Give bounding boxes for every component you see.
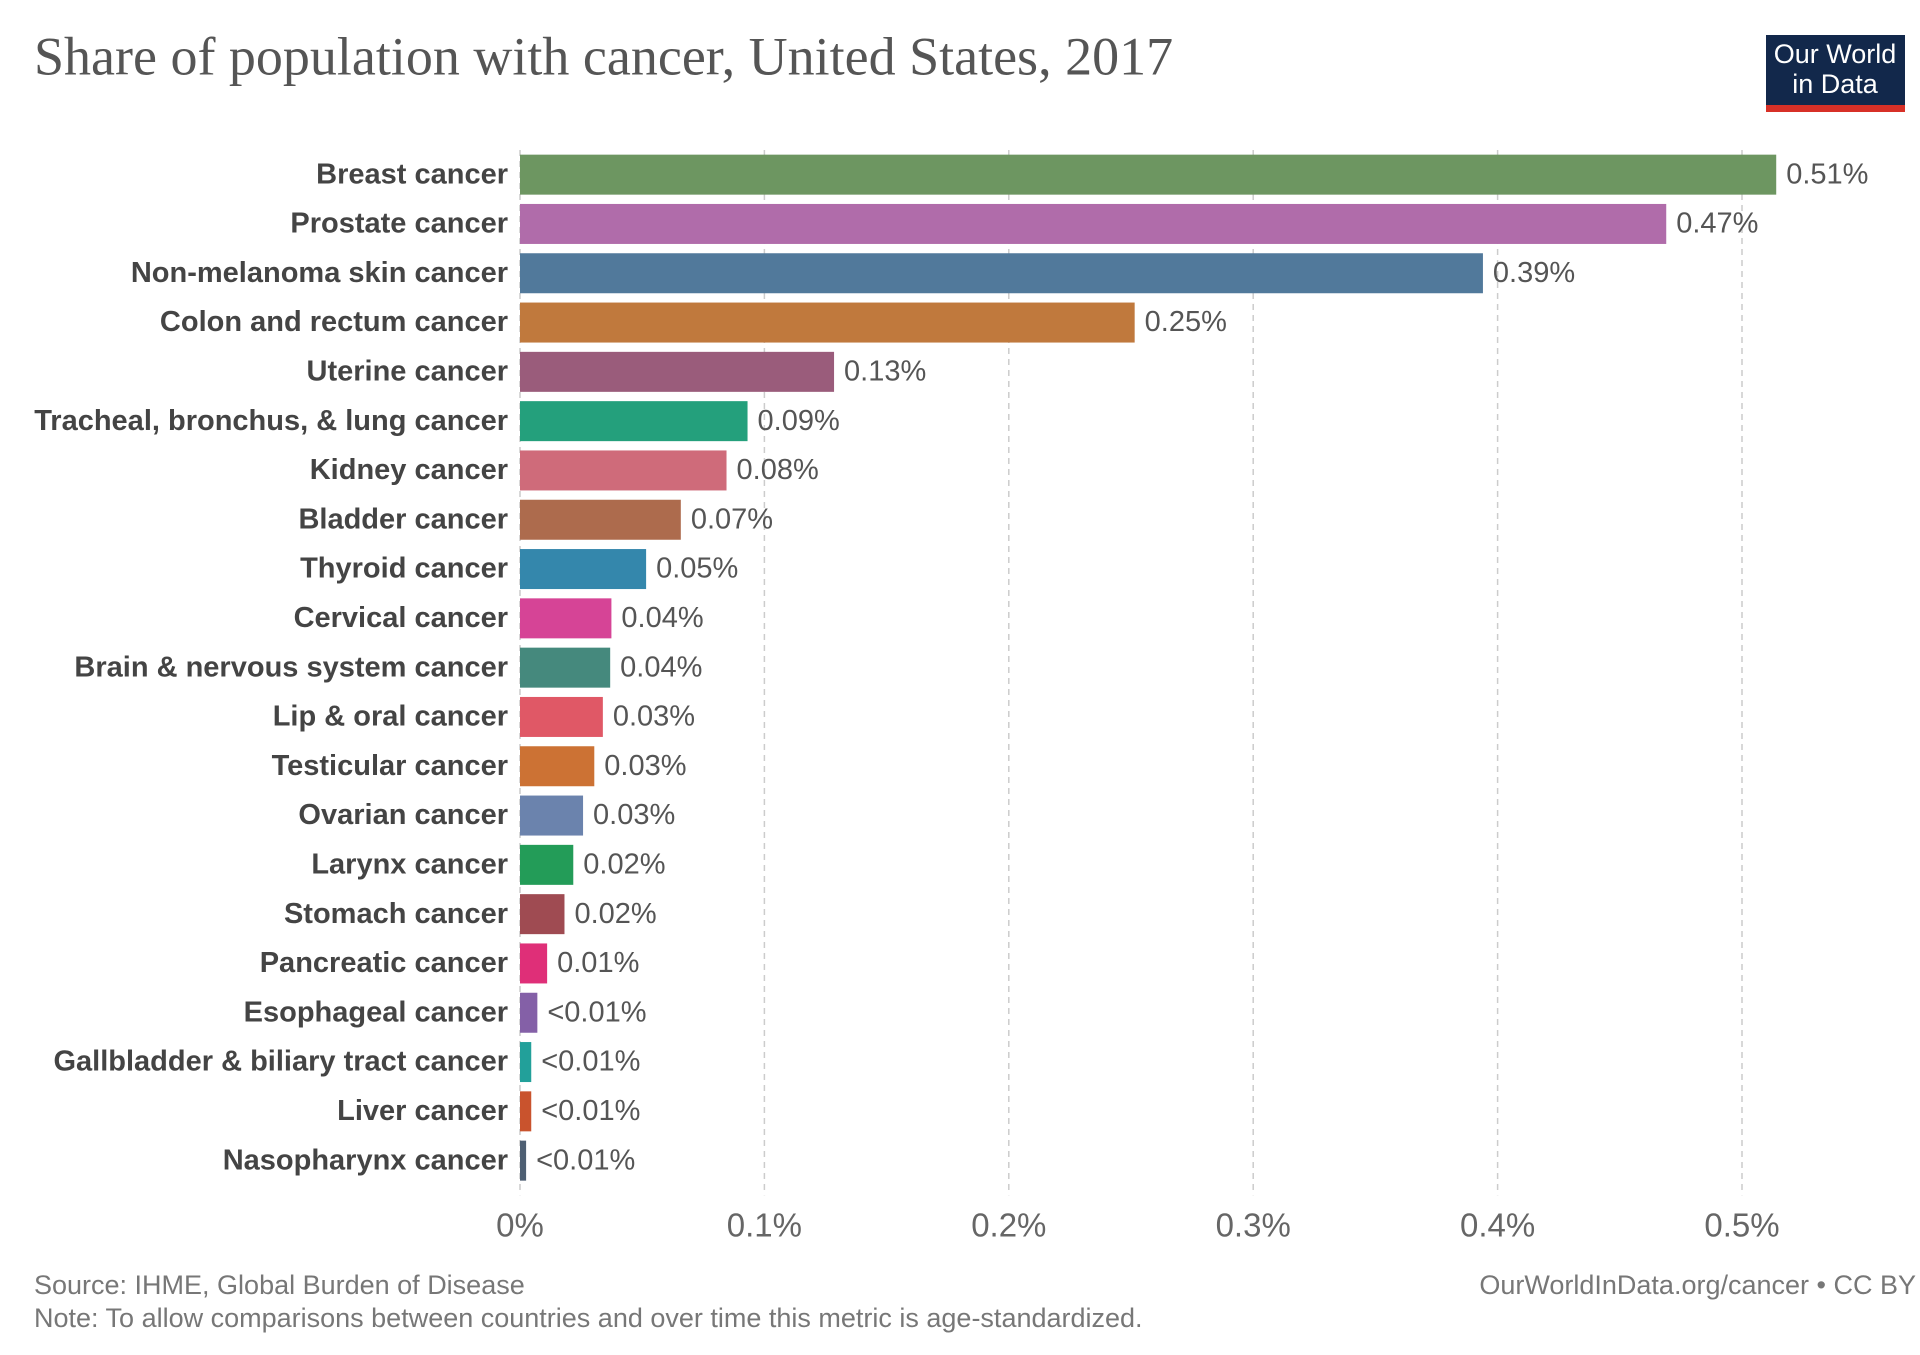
source: Source: IHME, Global Burden of Disease [34, 1270, 525, 1300]
category-label: Kidney cancer [310, 454, 508, 486]
bar [520, 154, 1777, 195]
value-label: <0.01% [547, 996, 646, 1028]
value-label: 0.02% [574, 898, 656, 930]
value-label: 0.03% [604, 750, 686, 782]
value-label: <0.01% [541, 1046, 640, 1078]
bar [520, 401, 748, 442]
bar [520, 894, 565, 935]
bar [520, 943, 548, 984]
value-label: 0.25% [1145, 306, 1227, 338]
value-label: 0.09% [758, 405, 840, 437]
x-tick-label: 0.4% [1460, 1207, 1535, 1244]
value-label: <0.01% [536, 1144, 635, 1176]
category-label: Breast cancer [316, 158, 508, 190]
value-label: 0.03% [613, 701, 695, 733]
bar [520, 795, 584, 836]
category-label: Esophageal cancer [244, 996, 508, 1028]
value-label: 0.03% [593, 799, 675, 831]
category-label: Tracheal, bronchus, & lung cancer [34, 405, 508, 437]
value-label: <0.01% [541, 1095, 640, 1127]
value-label: 0.51% [1786, 158, 1868, 190]
x-tick-label: 0% [496, 1207, 544, 1244]
category-label: Cervical cancer [294, 602, 508, 634]
bar [520, 253, 1483, 294]
x-tick-label: 0.2% [971, 1207, 1046, 1244]
value-label: 0.39% [1493, 257, 1575, 289]
bar [520, 351, 835, 392]
credit: OurWorldInData.org/cancer • CC BY [1479, 1270, 1916, 1300]
category-label: Prostate cancer [290, 208, 508, 240]
bar [520, 1140, 527, 1181]
category-label: Nasopharynx cancer [223, 1144, 508, 1176]
category-label: Bladder cancer [298, 503, 508, 535]
category-label: Stomach cancer [284, 898, 508, 930]
value-label: 0.08% [737, 454, 819, 486]
bar [520, 450, 727, 491]
logo-text: in Data [1792, 69, 1879, 99]
value-label: 0.07% [691, 503, 773, 535]
category-label: Gallbladder & biliary tract cancer [53, 1046, 508, 1078]
x-tick-label: 0.3% [1216, 1207, 1291, 1244]
value-label: 0.05% [656, 553, 738, 585]
value-label: 0.04% [620, 651, 702, 683]
category-label: Uterine cancer [307, 356, 509, 388]
category-label: Pancreatic cancer [260, 947, 508, 979]
chart-title: Share of population with cancer, United … [34, 26, 1173, 86]
value-label: 0.04% [621, 602, 703, 634]
category-label: Ovarian cancer [298, 799, 508, 831]
category-label: Larynx cancer [311, 849, 508, 881]
value-label: 0.47% [1676, 208, 1758, 240]
value-label: 0.13% [844, 356, 926, 388]
bar [520, 598, 612, 639]
bar [520, 499, 681, 540]
category-label: Liver cancer [337, 1095, 508, 1127]
category-label: Brain & nervous system cancer [74, 651, 508, 683]
category-label: Non-melanoma skin cancer [131, 257, 508, 289]
category-label: Colon and rectum cancer [160, 306, 508, 338]
bar [520, 1042, 532, 1083]
logo-text: Our World [1774, 39, 1897, 69]
category-label: Thyroid cancer [300, 553, 508, 585]
bar [520, 647, 611, 688]
logo-stripe [1766, 105, 1905, 112]
bar [520, 1091, 532, 1132]
bar [520, 746, 595, 787]
bar [520, 549, 647, 590]
x-tick-label: 0.5% [1704, 1207, 1779, 1244]
bar [520, 844, 574, 885]
bar [520, 203, 1667, 244]
category-label: Lip & oral cancer [273, 701, 508, 733]
x-tick-label: 0.1% [727, 1207, 802, 1244]
value-label: 0.01% [557, 947, 639, 979]
note: Note: To allow comparisons between count… [34, 1303, 1143, 1333]
value-label: 0.02% [583, 849, 665, 881]
category-label: Testicular cancer [272, 750, 508, 782]
bar [520, 992, 538, 1033]
bar [520, 696, 603, 737]
logo-box [1766, 35, 1905, 105]
bar [520, 302, 1135, 343]
